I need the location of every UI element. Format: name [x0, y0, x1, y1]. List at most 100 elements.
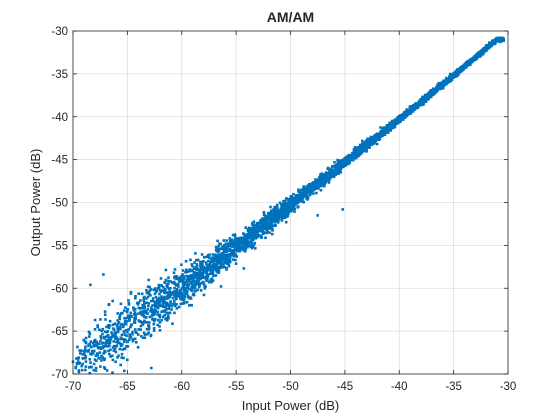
scatter-point [152, 329, 156, 332]
scatter-point [93, 328, 97, 331]
scatter-point [289, 204, 292, 208]
scatter-point [262, 225, 266, 229]
scatter-point [165, 307, 169, 311]
scatter-point [120, 333, 124, 337]
scatter-point [129, 292, 133, 295]
scatter-point [149, 288, 153, 291]
scatter-point [94, 366, 98, 370]
scatter-point [378, 137, 382, 140]
scatter-point [215, 260, 219, 263]
scatter-point [111, 354, 114, 358]
scatter-point [156, 298, 159, 302]
scatter-point [173, 280, 176, 284]
scatter-point [102, 345, 106, 348]
scatter-point [161, 302, 165, 306]
scatter-point [272, 214, 275, 218]
scatter-point [114, 350, 118, 354]
scatter-point [252, 243, 256, 247]
scatter-point [420, 97, 423, 101]
scatter-point [214, 253, 217, 257]
scatter-point [306, 198, 309, 201]
scatter-point [271, 219, 275, 222]
scatter-point [198, 275, 202, 279]
scatter-point [231, 240, 234, 243]
scatter-point [158, 313, 162, 317]
scatter-point [226, 255, 229, 258]
scatter-point [263, 227, 266, 231]
scatter-point [225, 250, 229, 254]
scatter-point [93, 358, 97, 361]
scatter-point [461, 65, 464, 68]
scatter-point [340, 158, 344, 162]
scatter-point [125, 320, 129, 323]
scatter-point [134, 317, 137, 321]
scatter-point [351, 155, 354, 158]
y-tick-label: -35 [51, 69, 68, 81]
scatter-point [166, 295, 169, 298]
scatter-point [162, 299, 166, 302]
scatter-point [287, 210, 291, 213]
scatter-point [414, 104, 417, 107]
scatter-point [158, 292, 161, 296]
scatter-point [448, 76, 452, 80]
scatter-point [328, 168, 332, 171]
scatter-point [247, 229, 251, 232]
scatter-point [348, 154, 352, 157]
scatter-point [131, 338, 134, 341]
scatter-point [178, 280, 181, 283]
scatter-point [167, 307, 171, 310]
scatter-point [115, 337, 119, 340]
scatter-point [77, 369, 81, 372]
scatter-point [112, 327, 115, 330]
scatter-point [160, 295, 163, 298]
scatter-point [168, 295, 171, 299]
scatter-point [164, 278, 168, 282]
scatter-point [211, 279, 215, 283]
scatter-point [169, 300, 172, 303]
scatter-point [309, 191, 313, 195]
scatter-point [113, 334, 116, 338]
scatter-point [335, 170, 338, 174]
scatter-point [312, 192, 315, 195]
scatter-point [298, 198, 301, 202]
scatter-point [122, 356, 125, 360]
scatter-point [329, 170, 332, 174]
scatter-point [283, 215, 287, 219]
scatter-point [77, 360, 80, 364]
scatter-point [389, 123, 393, 126]
scatter-point [367, 139, 370, 143]
scatter-point [151, 304, 154, 307]
scatter-point [362, 146, 366, 149]
scatter-point [319, 181, 322, 184]
scatter-point [215, 269, 218, 273]
scatter-point [449, 78, 452, 81]
scatter-point [205, 261, 208, 264]
scatter-point [149, 294, 152, 297]
scatter-point [158, 329, 162, 332]
x-tick-label: -30 [500, 381, 517, 393]
scatter-point [104, 335, 108, 338]
scatter-point [145, 291, 149, 295]
scatter-point [265, 231, 269, 235]
scatter-point [180, 298, 184, 301]
scatter-point [114, 335, 118, 339]
y-tick-label: -30 [51, 26, 68, 38]
scatter-point [133, 311, 137, 314]
scatter-point [427, 95, 430, 98]
scatter-point [217, 244, 220, 248]
scatter-point [145, 327, 149, 331]
scatter-point [250, 231, 254, 235]
scatter-point [322, 178, 325, 182]
scatter-point [137, 301, 141, 304]
scatter-point [262, 213, 266, 216]
scatter-point [348, 158, 352, 162]
scatter-point [142, 299, 146, 302]
scatter-point [113, 322, 117, 325]
scatter-point [95, 340, 99, 344]
scatter-point [80, 364, 83, 368]
scatter-point [211, 272, 215, 276]
scatter-point [221, 245, 224, 249]
scatter-point [371, 140, 374, 143]
scatter-point [327, 181, 331, 184]
scatter-point [495, 39, 498, 42]
